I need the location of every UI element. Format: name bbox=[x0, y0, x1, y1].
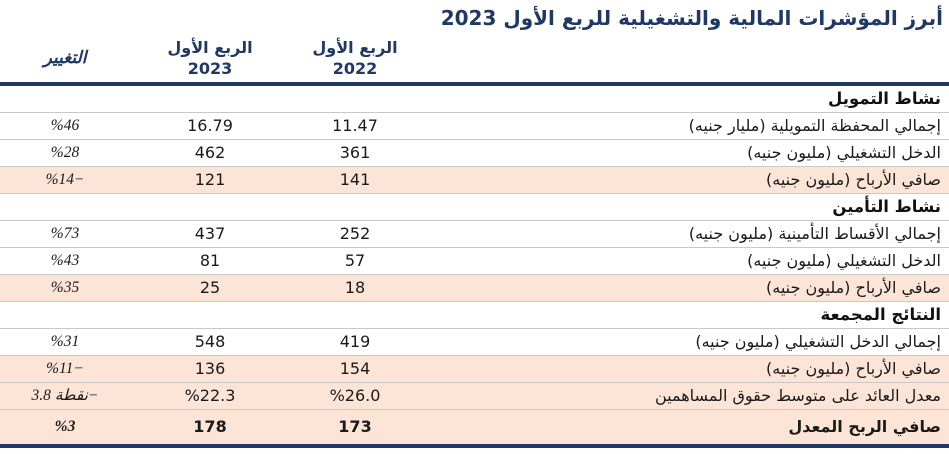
value-q1-2023: 81 bbox=[199, 251, 221, 270]
change-column-header: التغيير bbox=[43, 48, 87, 67]
table-row-highlighted: صافي الأرباح (مليون جنيه) 141 121 %14− bbox=[0, 166, 949, 194]
change-value: %28 bbox=[50, 143, 80, 161]
table-row-highlighted: صافي الأرباح (مليون جنيه) 18 25 %35 bbox=[0, 274, 949, 302]
value-q1-2023: %22.3 bbox=[184, 386, 236, 405]
table-row: الدخل التشغيلي (مليون جنيه) 361 462 %28 bbox=[0, 140, 949, 167]
kpi-table: الربع الأول 2022 الربع الأول 2023 التغيي… bbox=[0, 36, 949, 448]
value-q1-2022: 18 bbox=[344, 278, 366, 297]
value-q1-2023: 548 bbox=[194, 332, 226, 351]
value-q1-2023: 437 bbox=[194, 224, 226, 243]
section-header-combined: النتائج المجمعة bbox=[820, 305, 941, 324]
q1-2023-header-line1: الربع الأول bbox=[167, 38, 253, 57]
q1-2023-header-line2: 2023 bbox=[187, 59, 233, 78]
row-label: الدخل التشغيلي (مليون جنيه) bbox=[747, 143, 941, 162]
change-value: %35 bbox=[50, 278, 80, 296]
change-value: %43 bbox=[50, 251, 80, 269]
table-row-adjusted-net-profit: صافي الربح المعدل 173 178 %3 bbox=[0, 409, 949, 446]
change-value: نقطة 3.8− bbox=[31, 387, 99, 404]
change-value: %3 bbox=[54, 417, 76, 435]
value-q1-2022: 57 bbox=[344, 251, 366, 270]
q1-2023-column-header: الربع الأول 2023 bbox=[130, 36, 290, 84]
row-label: صافي الربح المعدل bbox=[788, 417, 941, 436]
value-q1-2023: 121 bbox=[194, 170, 226, 189]
table-row-highlighted: معدل العائد على متوسط حقوق المساهمين %26… bbox=[0, 382, 949, 410]
table-row: إجمالي الدخل التشغيلي (مليون جنيه) 419 5… bbox=[0, 329, 949, 356]
value-q1-2023: 16.79 bbox=[187, 116, 233, 135]
value-q1-2022: 11.47 bbox=[332, 116, 378, 135]
table-row: إجمالي المحفظة التمويلية (مليار جنيه) 11… bbox=[0, 113, 949, 140]
section-header-financing: نشاط التمويل bbox=[828, 89, 941, 108]
q1-2022-header-line2: 2022 bbox=[332, 59, 378, 78]
value-q1-2023: 25 bbox=[199, 278, 221, 297]
row-label: صافي الأرباح (مليون جنيه) bbox=[766, 278, 941, 297]
value-q1-2022: 419 bbox=[339, 332, 371, 351]
value-q1-2022: 252 bbox=[339, 224, 371, 243]
value-q1-2022: 361 bbox=[339, 143, 371, 162]
section-header-insurance: نشاط التأمين bbox=[832, 197, 941, 216]
row-label: معدل العائد على متوسط حقوق المساهمين bbox=[654, 386, 941, 405]
q1-2022-header-line1: الربع الأول bbox=[312, 38, 398, 57]
value-q1-2022: %26.0 bbox=[329, 386, 381, 405]
change-value: %11− bbox=[46, 359, 84, 377]
row-label: الدخل التشغيلي (مليون جنيه) bbox=[747, 251, 941, 270]
value-q1-2022: 141 bbox=[339, 170, 371, 189]
row-label: إجمالي المحفظة التمويلية (مليار جنيه) bbox=[688, 116, 941, 135]
section-row-combined: النتائج المجمعة bbox=[0, 302, 949, 329]
section-row-insurance: نشاط التأمين bbox=[0, 194, 949, 221]
table-header-row: الربع الأول 2022 الربع الأول 2023 التغيي… bbox=[0, 36, 949, 84]
value-q1-2022: 173 bbox=[338, 417, 372, 436]
label-column-header bbox=[420, 36, 949, 84]
change-value: %31 bbox=[50, 332, 80, 350]
value-q1-2022: 154 bbox=[339, 359, 371, 378]
row-label: إجمالي الأقساط التأمينية (مليون جنيه) bbox=[688, 224, 941, 243]
table-row: الدخل التشغيلي (مليون جنيه) 57 81 %43 bbox=[0, 248, 949, 275]
page-title: أبرز المؤشرات المالية والتشغيلية للربع ا… bbox=[440, 6, 943, 30]
row-label: إجمالي الدخل التشغيلي (مليون جنيه) bbox=[695, 332, 941, 351]
row-label: صافي الأرباح (مليون جنيه) bbox=[766, 359, 941, 378]
value-q1-2023: 462 bbox=[194, 143, 226, 162]
change-value: %73 bbox=[50, 224, 80, 242]
change-value: %46 bbox=[50, 116, 80, 134]
table-row-highlighted: صافي الأرباح (مليون جنيه) 154 136 %11− bbox=[0, 355, 949, 383]
value-q1-2023: 136 bbox=[194, 359, 226, 378]
table-row: إجمالي الأقساط التأمينية (مليون جنيه) 25… bbox=[0, 221, 949, 248]
q1-2022-column-header: الربع الأول 2022 bbox=[290, 36, 420, 84]
value-q1-2023: 178 bbox=[193, 417, 227, 436]
change-value: %14− bbox=[45, 170, 85, 188]
row-label: صافي الأرباح (مليون جنيه) bbox=[766, 170, 941, 189]
section-row-financing: نشاط التمويل bbox=[0, 84, 949, 113]
